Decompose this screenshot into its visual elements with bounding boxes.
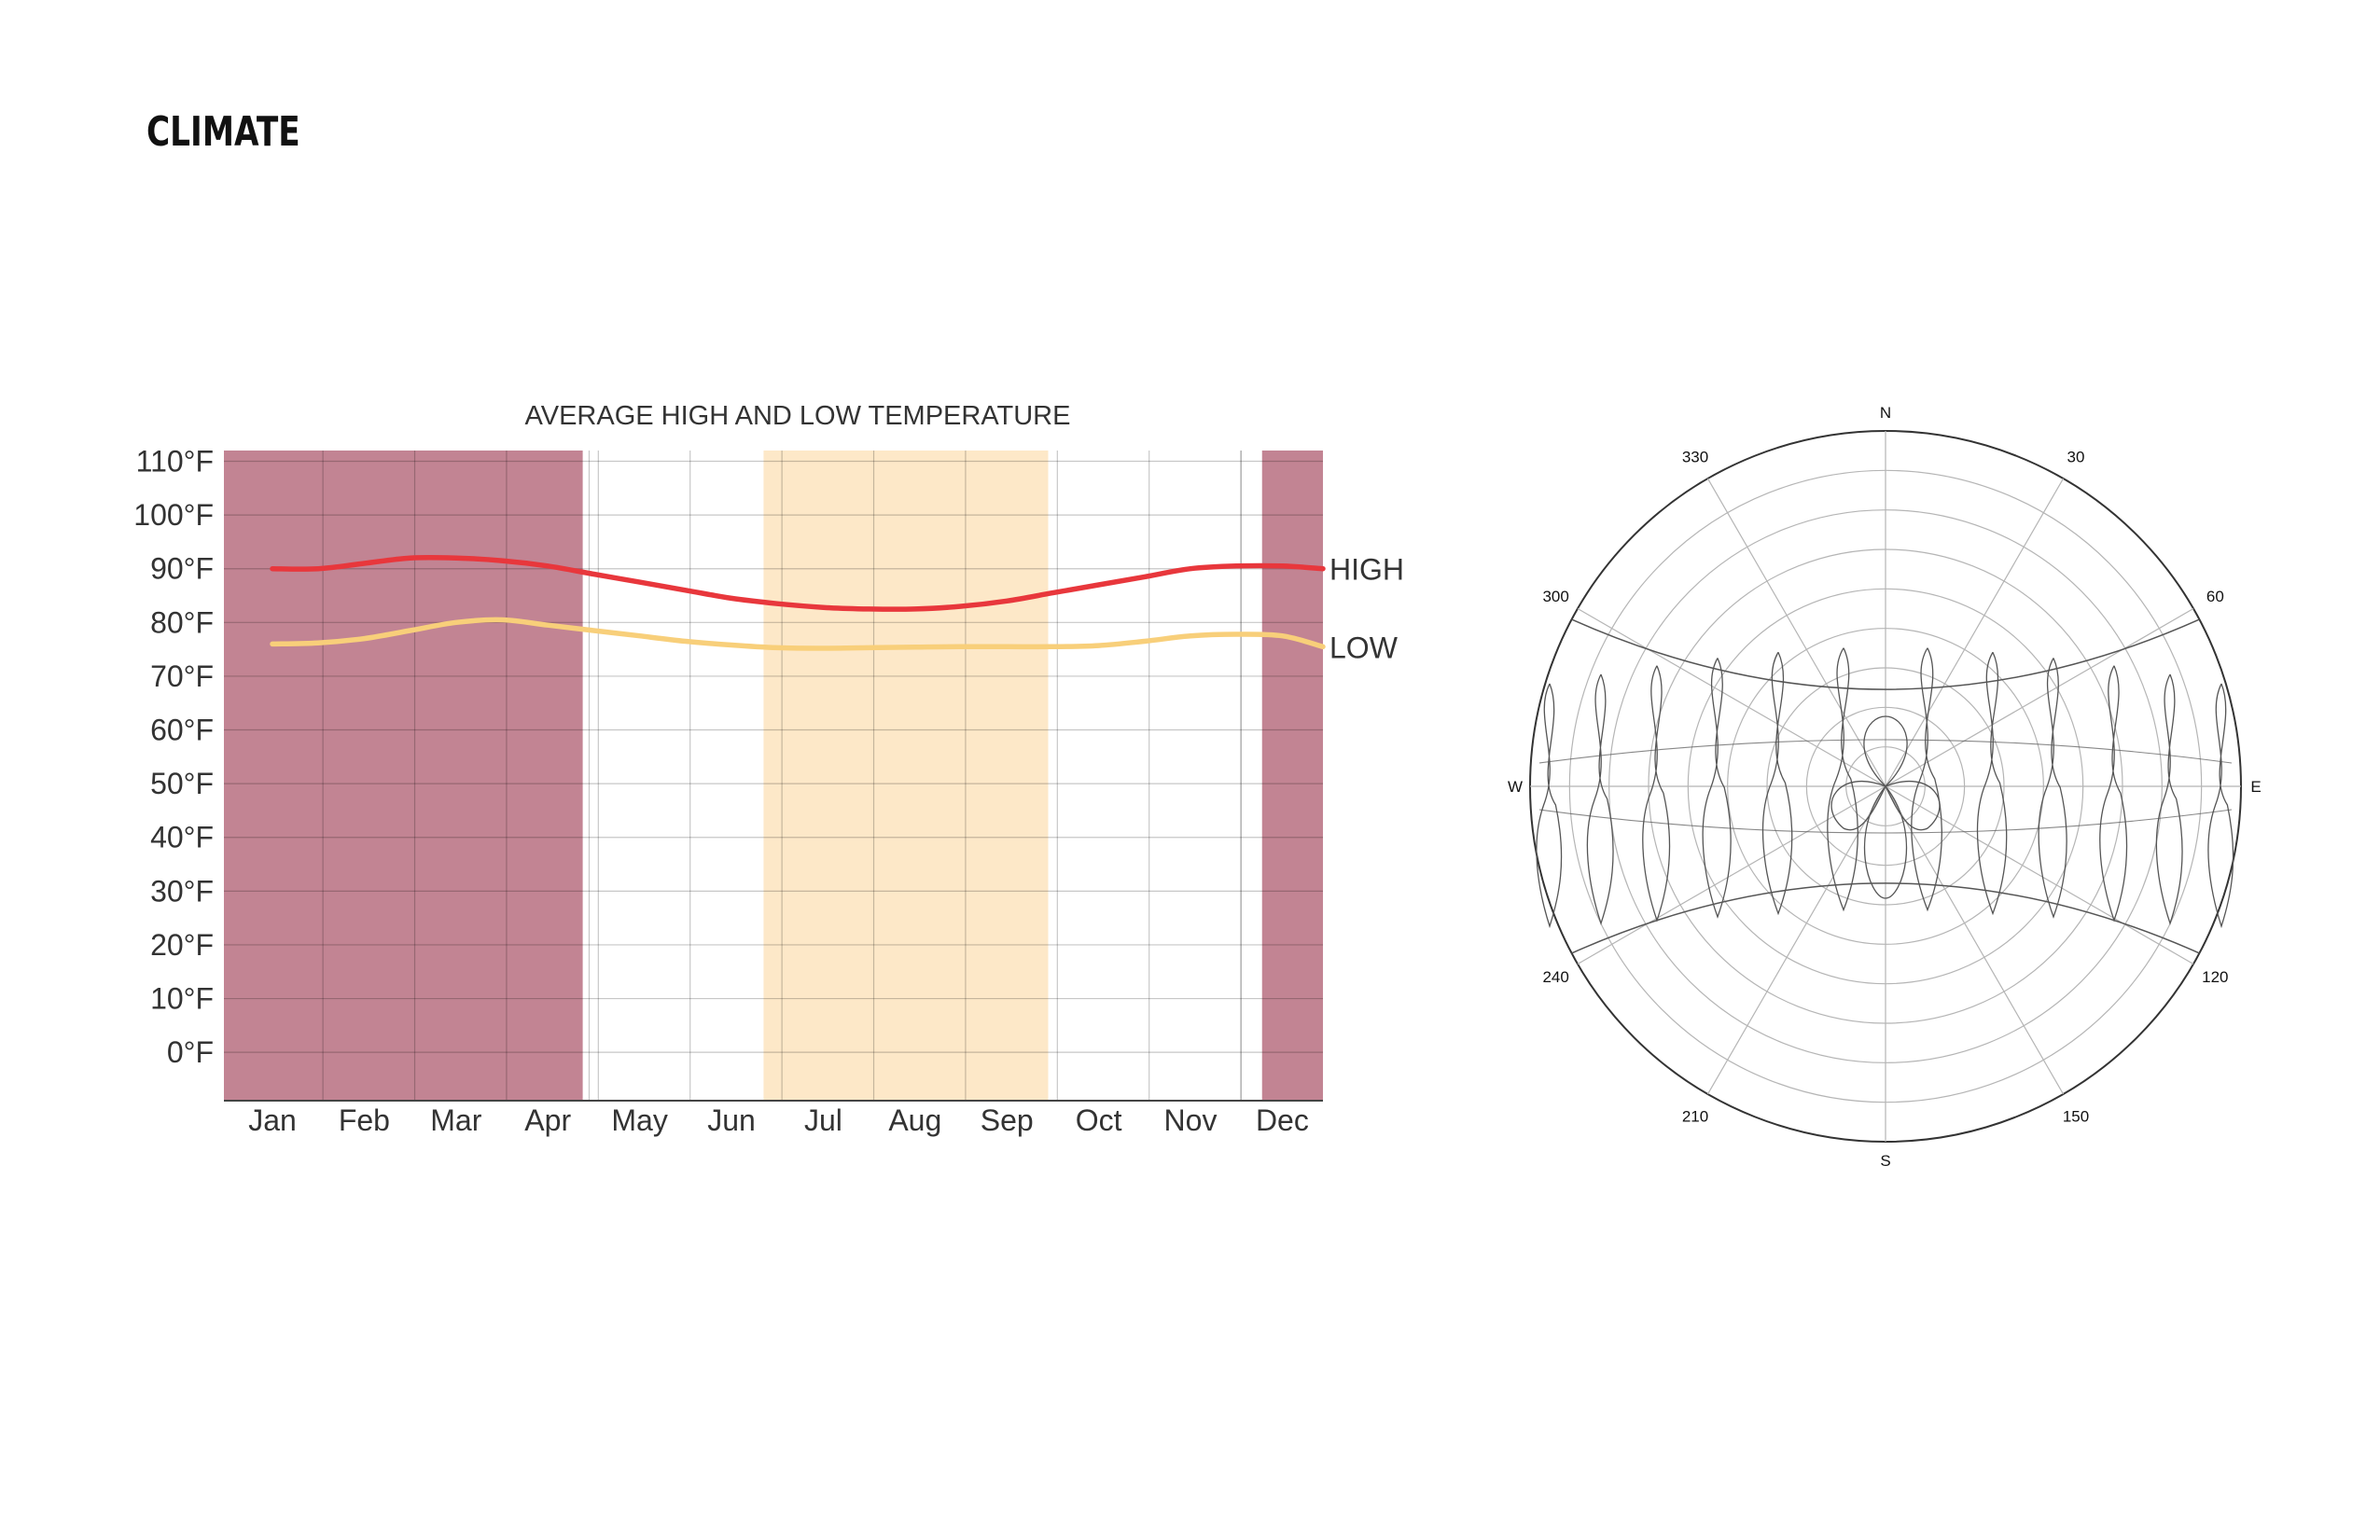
y-tick-label: 110°F (136, 445, 214, 479)
x-tick-label: Sep (981, 1103, 1034, 1137)
zenith-lobe (1830, 781, 1886, 831)
angle-label: 30 (2067, 449, 2085, 466)
season-bands (224, 451, 1323, 1101)
x-tick-label: Feb (339, 1103, 390, 1137)
hour-analemma (1827, 647, 1858, 912)
polar-spoke (1577, 607, 1886, 787)
x-tick-label: Apr (524, 1103, 571, 1137)
x-tick-label: Oct (1076, 1103, 1122, 1137)
y-tick-label: 50°F (150, 767, 214, 800)
hour-analemma (1761, 651, 1793, 916)
polar-spoke (1706, 785, 1886, 1095)
series-line-low (270, 617, 1326, 651)
polar-spoke (1885, 478, 2065, 787)
angle-label: 60 (2206, 588, 2224, 605)
sun-path-curves (1536, 618, 2234, 954)
season-band-2 (1261, 451, 1323, 1101)
polar-ring (1845, 746, 1926, 826)
hour-analemma (1586, 673, 1614, 926)
x-tick-label: Aug (888, 1103, 941, 1137)
polar-ring (1766, 667, 2005, 906)
polar-labels: N E S W 30 60 120 150 210 240 300 330 (1508, 404, 2262, 1170)
polar-spoke (1885, 607, 2194, 787)
season-band-1 (763, 451, 1049, 1101)
angle-label: 240 (1542, 968, 1568, 986)
polar-spoke (1885, 785, 2065, 1095)
x-tick-label: Nov (1164, 1103, 1218, 1137)
series-line-high (270, 554, 1326, 612)
chart-grid (224, 451, 1323, 1102)
temperature-chart: AVERAGE HIGH AND LOW TEMPERATURE 0°F 10°F… (133, 401, 1404, 1137)
y-tick-label: 20°F (150, 928, 214, 962)
angle-label: 150 (2063, 1107, 2089, 1125)
direction-label-west: W (1508, 778, 1523, 796)
hour-analemma (2155, 673, 2183, 926)
polar-spoke (1577, 785, 1886, 965)
direction-label-east: E (2250, 778, 2261, 796)
polar-spoke (1885, 785, 2194, 965)
polar-ring (1648, 548, 2123, 1024)
y-tick-label: 70°F (150, 659, 214, 693)
polar-ring (1687, 588, 2084, 985)
hour-analemma (2099, 665, 2128, 923)
zenith-lobe (1863, 715, 1908, 787)
y-tick-label: 90°F (150, 552, 214, 586)
angle-label: 120 (2202, 968, 2228, 986)
daily-sun-path (1538, 809, 2233, 834)
angle-label: 330 (1682, 449, 1708, 466)
hour-analemma (1911, 647, 1942, 912)
y-axis-ticks: 0°F 10°F 20°F 30°F 40°F 50°F 60°F 70°F 80°F 90°F 1… (133, 445, 214, 1070)
polar-spoke (1706, 478, 1886, 787)
series-label-high: HIGH (1329, 553, 1404, 587)
temperature-series (270, 554, 1326, 651)
hour-analemma (1976, 651, 2008, 916)
angle-label: 300 (1542, 588, 1568, 605)
x-tick-label: Dec (1256, 1103, 1309, 1137)
series-labels: HIGH LOW (1329, 553, 1404, 665)
zenith-lobe (1885, 781, 1941, 831)
polar-grid (1529, 430, 2242, 1143)
polar-ring (1568, 469, 2203, 1103)
x-tick-label: Jun (707, 1103, 756, 1137)
page-title: CLIMATE (146, 108, 300, 156)
polar-ring (1727, 628, 2044, 945)
angle-label: 210 (1682, 1107, 1708, 1125)
x-axis-ticks: Jan Feb Mar Apr May Jun Jul Aug Sep Oct Nov Dec (248, 1103, 1309, 1137)
polar-frame (1529, 430, 2242, 1143)
hour-analemma (2207, 683, 2234, 929)
y-tick-label: 10°F (150, 982, 214, 1016)
zenith-lobe (1863, 785, 1908, 899)
y-tick-label: 0°F (167, 1035, 214, 1069)
y-tick-label: 100°F (133, 498, 214, 532)
direction-label-north: N (1880, 404, 1891, 422)
hour-analemma (1702, 658, 1732, 919)
daily-sun-path (1538, 739, 2233, 764)
polar-ring (1805, 706, 1966, 867)
x-tick-label: Jan (248, 1103, 297, 1137)
y-tick-label: 80°F (150, 605, 214, 639)
winter-solstice-arc (1571, 882, 2200, 954)
hour-analemma (1642, 665, 1671, 923)
series-label-low: LOW (1329, 631, 1399, 664)
direction-label-south: S (1880, 1152, 1890, 1170)
x-tick-label: Mar (430, 1103, 481, 1137)
chart-title: AVERAGE HIGH AND LOW TEMPERATURE (525, 401, 1071, 431)
hour-analemma (2038, 658, 2067, 919)
summer-solstice-arc (1571, 618, 2200, 690)
x-tick-label: Jul (804, 1103, 842, 1137)
y-tick-label: 60°F (150, 714, 214, 747)
season-band-0 (224, 451, 583, 1101)
y-tick-label: 40°F (150, 821, 214, 854)
x-tick-label: May (611, 1103, 667, 1137)
hour-analemma (1536, 683, 1563, 929)
polar-ring (1608, 509, 2163, 1063)
y-tick-label: 30°F (150, 874, 214, 908)
